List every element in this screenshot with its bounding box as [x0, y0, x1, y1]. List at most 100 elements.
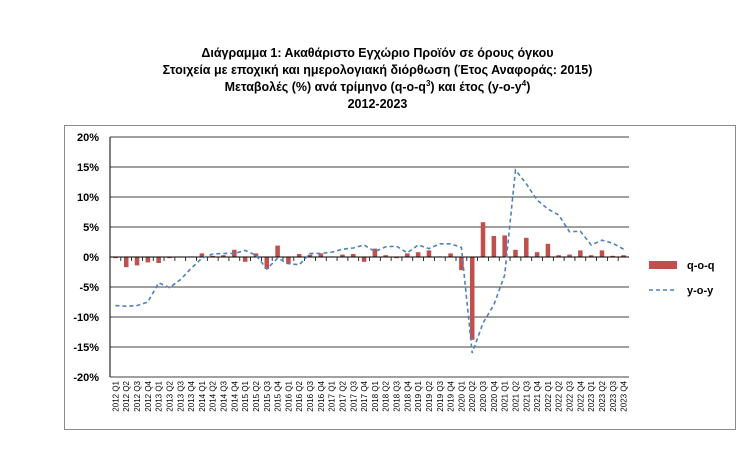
y-tick-label: 0%	[83, 252, 99, 264]
line-y-o-y	[115, 167, 624, 354]
legend: q-o-q y-o-y	[649, 260, 714, 297]
x-tick-label: 2019 Q4	[447, 380, 456, 411]
bar-q-o-q	[145, 257, 151, 263]
bar-q-o-q	[275, 245, 280, 257]
x-tick-label: 2016 Q4	[317, 380, 326, 411]
chart-title: Διάγραμμα 1: Ακαθάριστο Εγχώριο Προϊόν σ…	[201, 46, 554, 60]
x-tick-label: 2018 Q1	[371, 380, 380, 411]
x-tick-label: 2021 Q1	[501, 380, 510, 411]
x-tick-label: 2015 Q2	[252, 380, 261, 411]
bar-q-o-q	[199, 253, 205, 257]
y-tick-label: -10%	[73, 312, 99, 324]
x-tick-label: 2018 Q3	[393, 380, 402, 411]
x-tick-label: 2021 Q3	[522, 380, 531, 411]
x-tick-label: 2020 Q3	[479, 380, 488, 411]
bar-series-q-o-q	[113, 222, 626, 340]
x-tick-label: 2015 Q4	[274, 380, 283, 411]
bar-q-o-q	[318, 253, 324, 257]
bar-q-o-q	[123, 257, 129, 268]
legend-label-y-o-y: y-o-y	[687, 285, 714, 297]
bar-q-o-q	[513, 249, 518, 257]
bar-q-o-q	[480, 222, 486, 257]
legend-label-q-o-q: q-o-q	[687, 260, 714, 272]
x-tick-label: 2017 Q3	[349, 380, 358, 411]
x-tick-label: 2015 Q3	[263, 380, 272, 411]
bar-q-o-q	[621, 255, 626, 257]
x-tick-label: 2020 Q1	[457, 380, 466, 411]
bar-q-o-q	[459, 257, 464, 271]
grid-layer	[110, 136, 629, 378]
bar-q-o-q	[599, 250, 605, 257]
x-tick-label: 2014 Q3	[220, 380, 229, 411]
x-tick-label: 2019 Q2	[425, 380, 434, 411]
x-tick-label: 2017 Q4	[360, 380, 369, 411]
legend-swatch-q-o-q	[649, 261, 677, 269]
bar-q-o-q	[405, 253, 410, 257]
bar-q-o-q	[167, 257, 172, 259]
chart-subtitle: Στοιχεία με εποχική και ημερολογιακή διό…	[162, 63, 593, 77]
bar-q-o-q	[307, 254, 313, 257]
bar-q-o-q	[448, 253, 453, 257]
bar-q-o-q	[286, 257, 291, 265]
x-tick-label: 2022 Q2	[555, 380, 564, 411]
y-tick-label: -20%	[73, 372, 99, 384]
x-tick-label: 2020 Q2	[468, 380, 477, 411]
bar-q-o-q	[502, 235, 507, 257]
x-tick-label: 2018 Q2	[382, 380, 391, 411]
x-tick-label: 2015 Q1	[241, 380, 250, 411]
y-tick-label: -5%	[79, 282, 99, 294]
bar-q-o-q	[210, 255, 215, 257]
x-tick-label: 2013 Q2	[165, 380, 174, 411]
x-tick-label: 2018 Q4	[403, 380, 412, 411]
bar-q-o-q	[588, 255, 594, 257]
y-tick-label: 5%	[83, 222, 99, 234]
x-tick-label: 2022 Q4	[576, 380, 585, 411]
bar-q-o-q	[264, 257, 270, 269]
x-tick-label: 2023 Q2	[598, 380, 607, 411]
x-tick-label: 2012 Q4	[144, 380, 153, 411]
chart-title-block: Διάγραμμα 1: Ακαθάριστο Εγχώριο Προϊόν σ…	[0, 45, 755, 113]
bar-q-o-q	[567, 254, 572, 257]
bar-q-o-q	[134, 257, 140, 266]
x-tick-label: 2016 Q2	[295, 380, 304, 411]
chart-subtitle-changes: Μεταβολές (%) ανά τρίμηνο (q-o-q3) και έ…	[224, 78, 531, 94]
bar-q-o-q	[610, 255, 616, 257]
x-tick-label: 2023 Q4	[620, 380, 629, 411]
x-tick-label: 2017 Q1	[328, 380, 337, 411]
x-tick-label: 2016 Q3	[306, 380, 315, 411]
bar-q-o-q	[113, 257, 118, 259]
bar-q-o-q	[253, 253, 259, 257]
x-tick-label: 2019 Q1	[414, 380, 423, 411]
x-tick-label: 2013 Q1	[155, 380, 164, 411]
x-tick-label: 2021 Q2	[511, 380, 520, 411]
bar-q-o-q	[491, 236, 497, 257]
bar-q-o-q	[372, 248, 378, 257]
bar-q-o-q	[415, 252, 421, 257]
bar-q-o-q	[351, 254, 356, 257]
bar-q-o-q	[242, 257, 248, 262]
x-tick-label: 2022 Q3	[566, 380, 575, 411]
bar-q-o-q	[383, 255, 388, 257]
x-tick-label: 2023 Q1	[587, 380, 596, 411]
y-axis-ticks: -20% -15% -10% -5% 0% 5% 10% 15% 20%	[73, 132, 99, 384]
x-tick-label: 2023 Q3	[609, 380, 618, 411]
bar-q-o-q	[524, 237, 529, 257]
bar-q-o-q	[221, 255, 226, 257]
y-tick-label: 10%	[77, 192, 99, 204]
x-tick-label: 2012 Q1	[111, 380, 120, 411]
bar-q-o-q	[534, 252, 540, 257]
chart-frame	[64, 125, 736, 430]
bar-q-o-q	[578, 250, 583, 257]
y-tick-label: -15%	[73, 342, 99, 354]
x-tick-label: 2012 Q2	[122, 380, 131, 411]
x-tick-label: 2013 Q4	[187, 380, 196, 411]
bar-q-o-q	[156, 257, 161, 263]
x-tick-label: 2022 Q1	[544, 380, 553, 411]
x-tick-label: 2020 Q4	[490, 380, 499, 411]
x-tick-label: 2014 Q1	[198, 380, 207, 411]
x-axis-ticks: 2012 Q1 2012 Q2 2012 Q3 2012 Q4 2013 Q1 2013 …	[111, 380, 628, 411]
axis-lines	[109, 137, 629, 377]
x-tick-label: 2019 Q3	[436, 380, 445, 411]
bar-q-o-q	[556, 255, 561, 257]
